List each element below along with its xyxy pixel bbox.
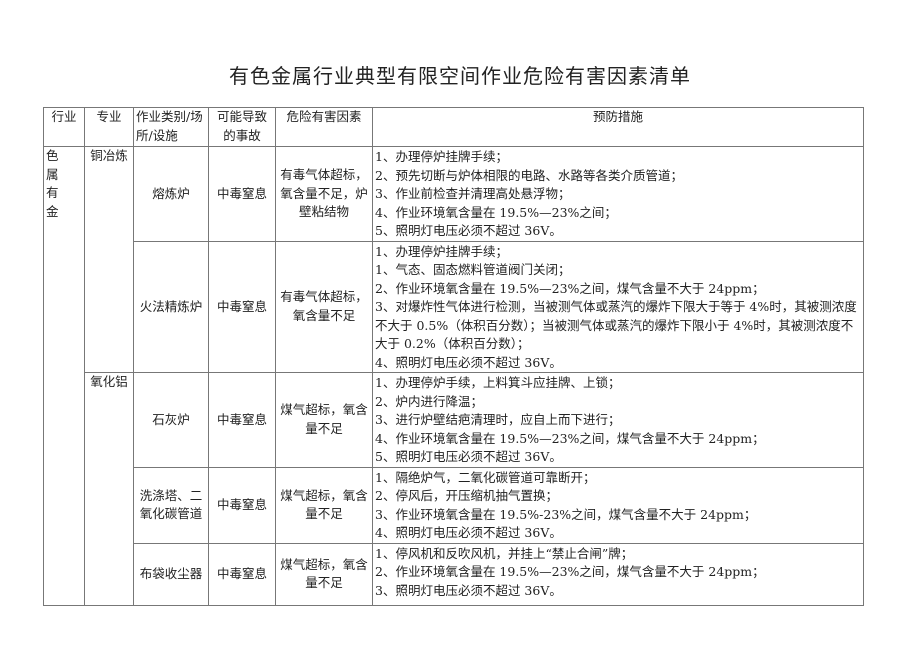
measure-item: 1、办理停炉挂牌手续；	[375, 149, 508, 164]
measure-item: 2、停风后，开压缩机抽气置换；	[375, 488, 558, 503]
measure-item: 2、作业环境氧含量在 19.5%—23%之间，煤气含量不大于 24ppm；	[375, 280, 765, 296]
measure-item: 5、照明灯电压必须不超过 36V。	[375, 449, 562, 464]
accident-cell: 中毒窒息	[208, 240, 276, 373]
industry-cell: 色属有金	[43, 146, 85, 606]
measure-item: 5、照明灯电压必须不超过 36V。	[375, 223, 562, 238]
table-row: 洗涤塔、二氧化碳管道 中毒窒息 煤气超标，氧含量不足 1、隔绝炉气，二氧化碳管道…	[44, 466, 864, 544]
hazard-cell: 煤气超标，氧含量不足	[275, 372, 373, 468]
measure-item: 4、照明灯电压必须不超过 36V。	[375, 525, 562, 540]
accident-cell: 中毒窒息	[208, 542, 276, 606]
header-accident: 可能导致的事故	[208, 107, 276, 147]
accident-cell: 中毒窒息	[208, 372, 276, 468]
measure-item: 3、对爆炸性气体进行检测，当被测气体或蒸汽的爆炸下限大于等于 4%时，其被测浓度…	[375, 299, 857, 351]
document-title: 有色金属行业典型有限空间作业危险有害因素清单	[229, 64, 691, 88]
measure-item: 1、气态、固态燃料管道阀门关闭；	[375, 262, 571, 277]
site-cell: 火法精炼炉	[133, 240, 209, 373]
accident-cell: 中毒窒息	[208, 466, 276, 544]
hazard-cell: 煤气超标，氧含量不足	[275, 542, 373, 606]
table-row: 色属有金 铜冶炼 熔炼炉 中毒窒息 有毒气体超标，氧含量不足，炉壁粘结物 1、办…	[43, 146, 864, 606]
table-header-row: 行业 专业 作业类别/场所/设施 可能导致的事故 危险有害因素 预防措施	[43, 107, 864, 147]
specialty-cell: 氧化铝	[84, 372, 134, 606]
measure-item: 2、作业环境氧含量在 19.5%—23%之间，煤气含量不大于 24ppm；	[375, 564, 765, 579]
measure-item: 3、作业环境氧含量在 19.5%-23%之间，煤气含量不大于 24ppm；	[375, 506, 757, 522]
measure-item: 1、停风机和反吹风机，并挂上“禁止合闸”牌；	[375, 545, 634, 561]
accident-cell: 中毒窒息	[208, 146, 276, 242]
measure-item: 1、隔绝炉气，二氧化碳管道可靠断开；	[375, 469, 596, 485]
table-row: 布袋收尘器 中毒窒息 煤气超标，氧含量不足 1、停风机和反吹风机，并挂上“禁止合…	[44, 542, 864, 606]
measures-cell: 1、停风机和反吹风机，并挂上“禁止合闸”牌； 2、作业环境氧含量在 19.5%—2…	[372, 542, 864, 606]
header-measures: 预防措施	[372, 107, 864, 147]
table-row: 氧化铝 石灰炉 中毒窒息 煤气超标，氧含量不足 1、办理停炉手续，上料箕斗应挂牌…	[44, 372, 864, 606]
specialty-cell: 铜冶炼	[84, 146, 134, 373]
measures-cell: 1、隔绝炉气，二氧化碳管道可靠断开； 2、停风后，开压缩机抽气置换； 3、作业环境氧…	[372, 466, 864, 544]
measure-item: 4、作业环境氧含量在 19.5%—23%之间，煤气含量不大于 24ppm；	[375, 430, 765, 446]
measures-cell: 1、办理停炉手续，上料箕斗应挂牌、上锁； 2、炉内进行降温； 3、进行炉壁结疤清理时…	[372, 372, 864, 468]
hazard-cell: 煤气超标，氧含量不足	[275, 466, 373, 544]
hazard-cell: 有毒气体超标，氧含量不足，炉壁粘结物	[275, 146, 373, 242]
measure-item: 2、炉内进行降温；	[375, 393, 483, 409]
header-site: 作业类别/场所/设施	[133, 107, 209, 147]
header-hazard: 危险有害因素	[275, 107, 373, 147]
measure-item: 3、照明灯电压必须不超过 36V。	[375, 582, 562, 598]
measure-item: 1、办理停炉手续，上料箕斗应挂牌、上锁；	[375, 375, 621, 390]
measure-item: 3、作业前检查并清理高处悬浮物；	[375, 186, 571, 201]
header-industry: 行业	[43, 107, 85, 147]
hazard-cell: 有毒气体超标，氧含量不足	[275, 240, 373, 373]
measure-item: 4、作业环境氧含量在 19.5%—23%之间；	[375, 204, 617, 220]
measure-item: 3、进行炉壁结疤清理时，应自上而下进行；	[375, 412, 621, 427]
table-row: 火法精炼炉 中毒窒息 有毒气体超标，氧含量不足 1、办理停炉挂牌手续； 1、气态、…	[44, 240, 864, 373]
measure-item: 2、预先切断与炉体相限的电路、水路等各类介质管道；	[375, 167, 683, 183]
measures-cell: 1、办理停炉挂牌手续； 1、气态、固态燃料管道阀门关闭； 2、作业环境氧含量在 19…	[372, 240, 864, 373]
hazard-table: 行业 专业 作业类别/场所/设施 可能导致的事故 危险有害因素 预防措施 色属有…	[43, 107, 864, 606]
site-cell: 布袋收尘器	[133, 542, 209, 606]
measure-item: 4、照明灯电压必须不超过 36V。	[375, 354, 562, 370]
measures-cell: 1、办理停炉挂牌手续； 2、预先切断与炉体相限的电路、水路等各类介质管道； 3、作业…	[372, 146, 864, 242]
header-specialty: 专业	[84, 107, 134, 147]
site-cell: 熔炼炉	[133, 146, 209, 242]
site-cell: 石灰炉	[133, 372, 209, 468]
site-cell: 洗涤塔、二氧化碳管道	[133, 466, 209, 544]
measure-item: 1、办理停炉挂牌手续；	[375, 243, 508, 259]
